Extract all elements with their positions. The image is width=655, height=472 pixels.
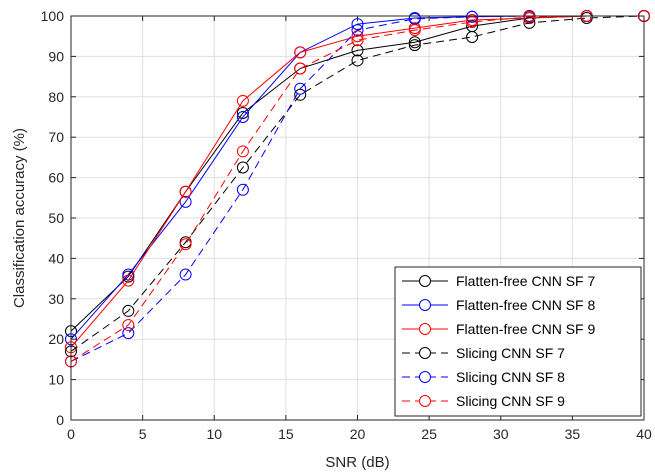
data-point (294, 62, 307, 75)
legend-label: Slicing CNN SF 9 (456, 393, 565, 409)
x-tick-label: 30 (493, 426, 509, 442)
data-point (236, 106, 249, 119)
y-axis-label: Classification accuracy (%) (11, 128, 28, 308)
legend-label: Flatten-free CNN SF 8 (456, 297, 595, 313)
data-point (408, 39, 421, 52)
y-tick-label: 70 (48, 129, 64, 145)
data-point (351, 34, 364, 47)
series-line (70, 15, 644, 362)
legend-item: Flatten-free CNN SF 8 (402, 297, 595, 313)
y-tick-label: 50 (48, 210, 64, 226)
data-point (351, 24, 364, 37)
legend-item: Flatten-free CNN SF 7 (402, 273, 595, 289)
y-tick-label: 30 (48, 291, 64, 307)
legend-marker (419, 347, 431, 359)
data-point (294, 46, 307, 59)
x-tick-label: 0 (67, 426, 75, 442)
legend-label: Flatten-free CNN SF 7 (456, 273, 595, 289)
legend-marker (419, 299, 431, 311)
legend-marker (419, 275, 431, 287)
legend-marker (419, 323, 431, 335)
data-point (179, 268, 192, 281)
data-point (466, 31, 479, 44)
y-tick-label: 20 (48, 331, 64, 347)
legend-item: Slicing CNN SF 7 (402, 345, 565, 361)
legend-item: Slicing CNN SF 9 (402, 393, 565, 409)
y-tick-label: 60 (48, 170, 64, 186)
data-point (408, 36, 421, 49)
y-tick-label: 0 (56, 412, 64, 428)
series-6 (65, 10, 650, 368)
data-point (523, 10, 536, 23)
data-point (179, 195, 192, 208)
data-point (466, 16, 479, 29)
data-point (236, 111, 249, 123)
y-tick-label: 40 (48, 250, 64, 266)
x-tick-label: 20 (350, 426, 366, 442)
data-point (236, 161, 249, 174)
data-point (236, 145, 249, 158)
legend-box (394, 266, 642, 417)
legend-label: Flatten-free CNN SF 9 (456, 321, 595, 337)
legend-item: Flatten-free CNN SF 9 (402, 321, 595, 337)
y-tick-label: 80 (48, 89, 64, 105)
data-point (408, 24, 421, 37)
data-point (122, 327, 135, 340)
x-tick-label: 10 (206, 426, 222, 442)
data-point (294, 82, 307, 95)
data-point (179, 238, 192, 251)
x-axis-label: SNR (dB) (325, 454, 389, 471)
y-tick-label: 100 (41, 8, 65, 24)
data-point (122, 274, 135, 287)
axis-ticks: 0 5 10 15 20 25 30 35 40 0 10 20 30 40 50 60 70 80 90 100 (41, 8, 652, 442)
data-point (236, 94, 249, 107)
data-point (466, 10, 479, 23)
series-line (70, 15, 644, 348)
data-point (122, 304, 135, 317)
x-tick-label: 25 (421, 426, 437, 442)
legend: Flatten-free CNN SF 7 Flatten-free CNN SF… (394, 266, 642, 417)
x-tick-label: 40 (636, 426, 652, 442)
x-tick-label: 5 (139, 426, 147, 442)
data-point (122, 319, 135, 332)
legend-label: Slicing CNN SF 7 (456, 345, 565, 361)
data-point (351, 44, 364, 57)
data-point (351, 54, 364, 67)
legend-marker (419, 395, 431, 407)
legend-label: Slicing CNN SF 8 (456, 369, 565, 385)
y-tick-label: 10 (48, 372, 64, 388)
data-point (236, 183, 249, 196)
legend-marker (419, 371, 431, 383)
x-tick-label: 35 (565, 426, 581, 442)
x-tick-label: 15 (278, 426, 294, 442)
y-tick-label: 90 (48, 48, 64, 64)
data-point (294, 88, 307, 101)
data-point (179, 185, 192, 198)
legend-item: Slicing CNN SF 8 (402, 369, 565, 385)
data-point (523, 16, 536, 29)
